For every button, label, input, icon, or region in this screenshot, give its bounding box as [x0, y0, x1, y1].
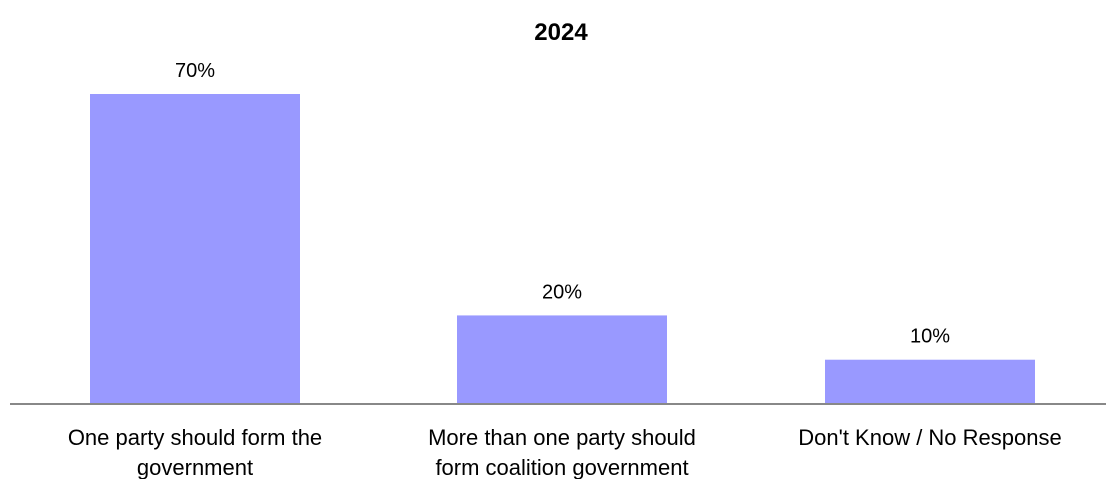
data-label-2: 20% [542, 281, 582, 303]
chart-title: 2024 [534, 19, 588, 46]
bar-2 [457, 315, 667, 404]
category-labels-group: One party should form the government More … [68, 425, 1062, 479]
data-labels-group: 70% 20% 10% [175, 60, 950, 348]
category-label-3: Don't Know / No Response [798, 425, 1061, 450]
category-label-1: One party should form the government [68, 425, 322, 479]
data-label-3: 10% [910, 326, 950, 348]
bars-group [90, 94, 1035, 404]
data-label-1: 70% [175, 60, 215, 82]
category-label-2: More than one party should form coalition… [428, 425, 696, 479]
bar-3 [825, 359, 1035, 404]
bar-1 [90, 94, 300, 404]
